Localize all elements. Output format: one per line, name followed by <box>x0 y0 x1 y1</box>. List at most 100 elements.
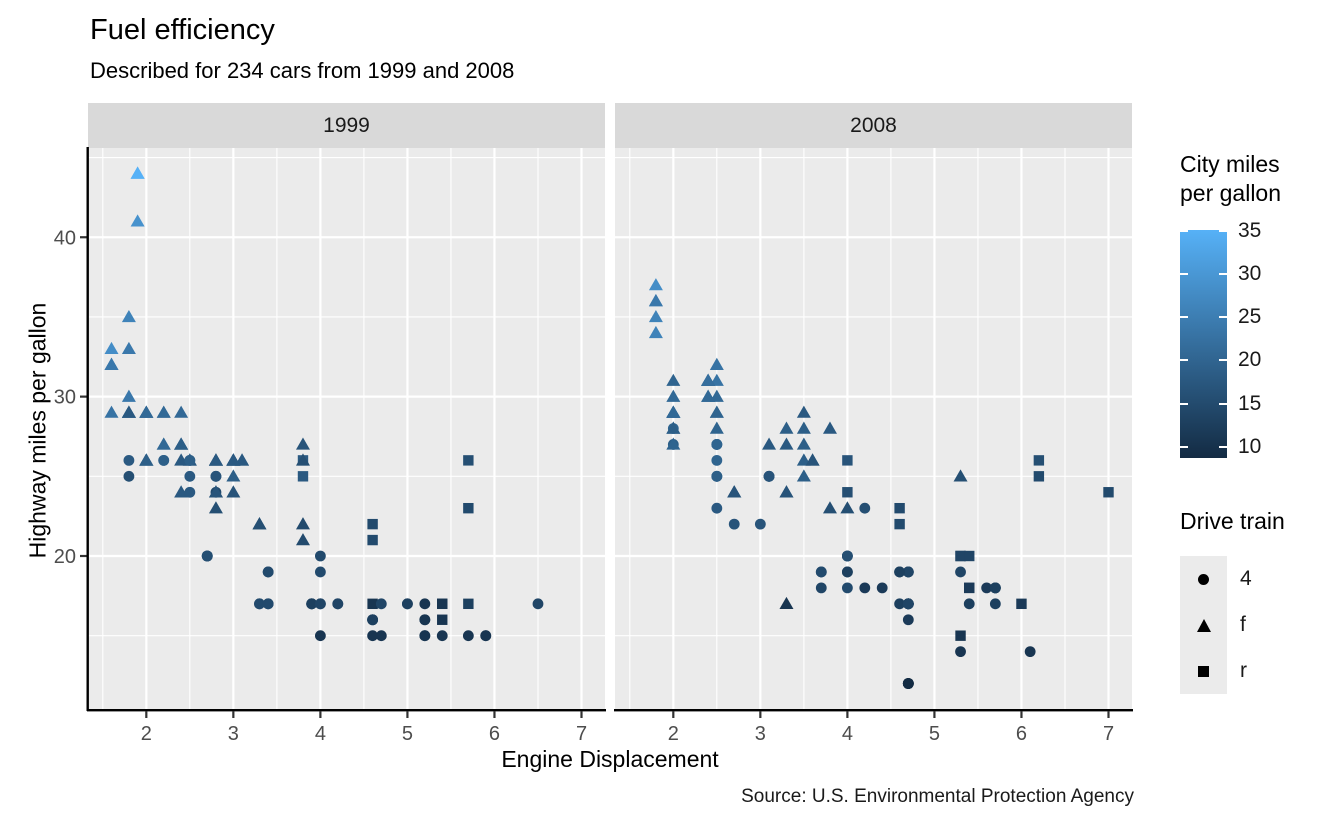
data-point-triangle <box>666 437 681 450</box>
data-point-circle <box>902 678 914 689</box>
data-point-circle <box>841 582 853 594</box>
data-point-circle <box>955 646 966 658</box>
data-point-circle <box>532 598 544 610</box>
x-tick-label: 2 <box>141 723 152 745</box>
facet-strip-label: 2008 <box>850 113 897 137</box>
data-point-circle <box>841 550 853 562</box>
colorbar-tick-label: 10 <box>1238 434 1262 458</box>
data-point-circle <box>728 518 740 530</box>
colorbar-title-line1: City miles <box>1180 151 1280 177</box>
data-point-triangle <box>208 485 223 498</box>
colorbar-tick <box>1180 229 1188 232</box>
data-point-circle <box>123 454 135 466</box>
data-point-triangle <box>648 294 663 307</box>
data-point-circle <box>262 598 274 610</box>
data-point-circle <box>332 598 344 610</box>
data-point-circle <box>711 439 723 450</box>
data-point-triangle <box>648 325 663 339</box>
facet-strip-1999: 1999 <box>88 103 605 148</box>
data-point-square <box>463 598 474 610</box>
data-point-triangle <box>709 405 724 418</box>
data-point-circle <box>859 582 871 594</box>
colorbar-tick <box>1219 229 1227 232</box>
x-tick-label: 5 <box>402 723 413 745</box>
data-point-triangle <box>295 453 310 466</box>
data-point-triangle <box>121 341 136 355</box>
data-point-square <box>1033 455 1045 466</box>
data-point-triangle <box>805 453 820 466</box>
data-point-circle <box>367 630 379 642</box>
data-point-circle <box>184 486 196 498</box>
data-point-triangle <box>121 405 136 418</box>
data-point-circle <box>815 566 827 578</box>
data-point-circle <box>436 630 448 642</box>
data-point-square <box>894 502 905 514</box>
y-tick-label: 20 <box>54 546 76 568</box>
facet-strip-label: 1999 <box>323 113 370 137</box>
data-point-triangle <box>226 453 241 466</box>
data-point-triangle <box>156 437 171 450</box>
colorbar-tick <box>1180 316 1188 319</box>
colorbar-tick-label: 25 <box>1238 305 1262 329</box>
data-point-circle <box>711 470 723 482</box>
x-tick-label: 3 <box>755 723 766 745</box>
data-point-triangle <box>701 373 716 386</box>
data-point-square <box>894 518 905 530</box>
colorbar-tick <box>1180 359 1188 362</box>
data-point-circle <box>1024 646 1036 658</box>
colorbar-tick <box>1180 273 1188 276</box>
data-point-square <box>367 598 378 610</box>
data-point-circle <box>254 598 265 610</box>
x-tick-label: 3 <box>228 723 239 745</box>
legend-key-label: 4 <box>1240 567 1252 590</box>
data-point-circle <box>367 614 379 626</box>
colorbar-tick <box>1180 402 1188 405</box>
x-tick-label: 7 <box>576 723 587 745</box>
colorbar-tick <box>1219 316 1227 319</box>
data-point-triangle <box>156 405 171 418</box>
data-point-triangle <box>121 389 136 402</box>
data-point-circle <box>902 614 914 626</box>
legend-key-label: r <box>1240 659 1247 682</box>
data-point-triangle <box>796 437 811 450</box>
data-point-square <box>1033 471 1045 482</box>
data-point-triangle <box>104 341 119 355</box>
data-point-circle <box>123 470 135 482</box>
x-tick-label: 5 <box>929 723 940 745</box>
data-point-triangle <box>226 469 241 482</box>
data-point-circle <box>894 566 906 578</box>
x-axis-line <box>87 709 606 712</box>
x-tick-label: 6 <box>489 723 500 745</box>
x-axis-line <box>614 709 1133 712</box>
data-point-circle <box>815 582 827 594</box>
data-point-circle <box>184 454 196 466</box>
data-point-triangle <box>174 485 189 498</box>
data-point-circle <box>763 470 775 482</box>
data-point-circle <box>419 630 431 642</box>
data-point-circle <box>402 598 413 610</box>
data-point-circle <box>894 598 906 610</box>
data-point-triangle <box>709 421 724 434</box>
data-point-triangle <box>727 485 742 498</box>
data-point-circle <box>314 550 326 562</box>
data-point-triangle <box>796 469 811 482</box>
data-point-triangle <box>130 166 145 179</box>
colorbar-tick <box>1180 445 1188 448</box>
data-point-triangle <box>252 517 267 530</box>
data-point-triangle <box>666 421 681 434</box>
data-point-triangle <box>295 533 310 546</box>
data-point-circle <box>711 454 723 466</box>
data-point-circle <box>711 502 723 514</box>
data-point-circle <box>262 566 274 578</box>
facet-strip-2008: 2008 <box>615 103 1132 148</box>
shape-legend-title: Drive train <box>1180 508 1285 534</box>
data-point-triangle <box>121 309 136 323</box>
data-point-triangle <box>762 437 777 450</box>
y-axis-line <box>86 147 89 711</box>
data-point-square <box>964 550 975 562</box>
data-point-triangle <box>174 437 189 450</box>
data-point-circle <box>201 550 213 562</box>
data-point-triangle <box>648 309 663 323</box>
